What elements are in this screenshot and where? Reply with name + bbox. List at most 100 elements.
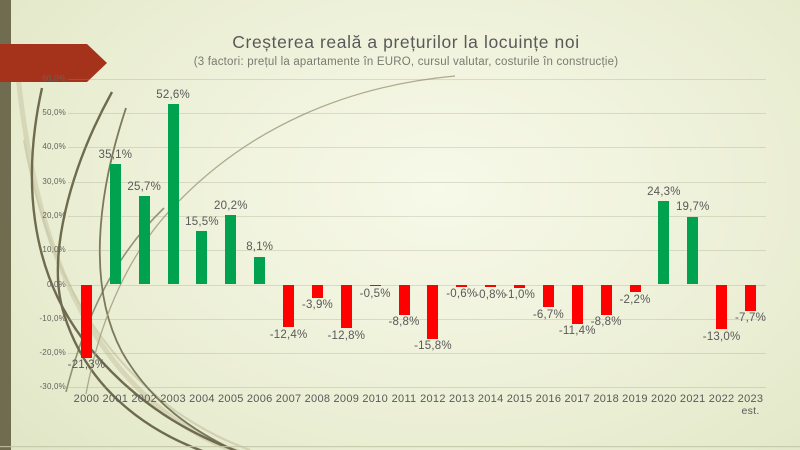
x-axis-label-2006: 2006 — [246, 393, 273, 405]
gridline-20 — [68, 215, 766, 217]
value-label-2017: -11,4% — [558, 325, 596, 338]
value-label-2001: 35,1% — [98, 148, 133, 161]
value-label-2021: 19,7% — [675, 201, 710, 214]
arrow-banner-shape — [0, 44, 107, 82]
y-tick-label: -20,0% — [39, 348, 66, 358]
y-tick-label: -30,0% — [39, 382, 66, 392]
left-stripe — [0, 0, 11, 450]
x-axis-label-2019: 2019 — [622, 393, 648, 405]
y-tick-label: 10,0% — [42, 245, 66, 255]
y-tick-label: 50,0% — [42, 108, 66, 117]
swoosh-light-thin — [22, 139, 251, 450]
value-label-2006: 8,1% — [246, 241, 274, 254]
value-label-2004: 15,5% — [185, 215, 219, 228]
bar-2003 — [167, 104, 179, 285]
x-axis-label-2017: 2017 — [564, 393, 591, 405]
bar-2018 — [600, 284, 612, 315]
bar-2001 — [109, 164, 121, 285]
x-axis-label-2003: 2003 — [160, 393, 186, 405]
x-axis-label-2000: 2000 — [73, 393, 100, 405]
bar-2022 — [716, 284, 728, 330]
value-label-2008: -3,9% — [301, 299, 333, 312]
bar-2021 — [687, 216, 699, 285]
swoosh-long-curve — [85, 75, 456, 395]
x-axis-label-note: est. — [741, 405, 760, 417]
value-label-2019: -2,2% — [619, 293, 651, 306]
gridline-50 — [68, 113, 766, 114]
bar-2009 — [340, 284, 352, 329]
value-label-2011: -8,8% — [388, 316, 420, 329]
bar-2015 — [514, 284, 526, 288]
x-axis-label-2023: 2023 est. — [729, 393, 773, 417]
gridline-0 — [68, 284, 766, 286]
swoosh-dark-3 — [98, 107, 236, 450]
x-axis-label-2013: 2013 — [448, 393, 475, 405]
y-tick-label: 60,0% — [42, 73, 66, 83]
value-label-2003: 52,6% — [156, 88, 190, 101]
value-label-2000: -21,3% — [67, 359, 106, 372]
bar-2007 — [283, 284, 295, 328]
gridline-60 — [68, 78, 766, 80]
bar-2017 — [571, 284, 583, 324]
bar-2006 — [254, 256, 266, 285]
gridline-10 — [68, 250, 766, 252]
y-tick-label: 20,0% — [42, 210, 66, 220]
gridline--10 — [68, 318, 766, 320]
x-axis-label-2012: 2012 — [420, 393, 446, 405]
bar-2004 — [196, 231, 208, 285]
x-axis-label-2016: 2016 — [535, 393, 562, 405]
value-label-2020: 24,3% — [647, 185, 681, 198]
gridline--30 — [68, 387, 766, 389]
gridline-30 — [68, 181, 766, 183]
x-axis-label-2011: 2011 — [391, 393, 417, 405]
bar-2013 — [456, 284, 468, 287]
x-axis-label-2002: 2002 — [131, 393, 158, 405]
bar-2000 — [81, 284, 92, 358]
x-axis-label-2020: 2020 — [651, 393, 677, 405]
value-label-2016: -6,7% — [532, 308, 564, 321]
bar-2005 — [225, 215, 237, 285]
x-axis-label-2009: 2009 — [333, 393, 360, 405]
x-axis-label-2021: 2021 — [679, 393, 706, 405]
value-label-2015: -1,0% — [504, 289, 536, 302]
y-tick-label: 0,0% — [46, 279, 66, 289]
gridline--20 — [68, 353, 766, 355]
value-label-2010: -0,5% — [359, 287, 391, 300]
x-axis-label-2015: 2015 — [506, 393, 533, 405]
value-label-2014: -0,8% — [475, 288, 507, 301]
value-label-2022: -13,0% — [702, 330, 741, 343]
value-label-2023: -7,7% — [734, 312, 767, 325]
bar-2014 — [485, 284, 497, 288]
x-axis-label-2005: 2005 — [218, 393, 244, 405]
value-label-2007: -12,4% — [269, 328, 308, 341]
bottom-rule — [0, 446, 800, 448]
x-axis-label-2018: 2018 — [593, 393, 619, 405]
bar-2016 — [542, 284, 554, 308]
x-axis-label-2001: 2001 — [102, 393, 129, 405]
bar-2010 — [369, 284, 381, 287]
value-label-2018: -8,8% — [590, 316, 622, 329]
x-axis-label-2007: 2007 — [275, 393, 302, 405]
x-axis-label-2010: 2010 — [362, 393, 389, 405]
x-axis-label-2008: 2008 — [304, 393, 331, 405]
x-axis-label-2022: 2022 — [708, 393, 735, 405]
bar-2011 — [398, 284, 410, 315]
bar-2002 — [138, 196, 150, 285]
bar-2012 — [427, 284, 439, 339]
y-tick-label: 30,0% — [42, 176, 66, 186]
value-label-2013: -0,6% — [446, 288, 478, 301]
gridline-40 — [68, 147, 766, 149]
bar-2019 — [629, 284, 641, 293]
swoosh-dark-2 — [56, 91, 204, 450]
value-label-2005: 20,2% — [214, 199, 248, 212]
bar-2023 — [745, 284, 756, 311]
x-axis-label-2014: 2014 — [477, 393, 504, 405]
y-tick-label: 40,0% — [42, 142, 66, 152]
bar-2008 — [311, 284, 323, 298]
bar-2020 — [658, 201, 670, 285]
y-tick-label: -10,0% — [39, 313, 66, 323]
value-label-2012: -15,8% — [414, 340, 452, 353]
value-label-2002: 25,7% — [127, 180, 162, 193]
